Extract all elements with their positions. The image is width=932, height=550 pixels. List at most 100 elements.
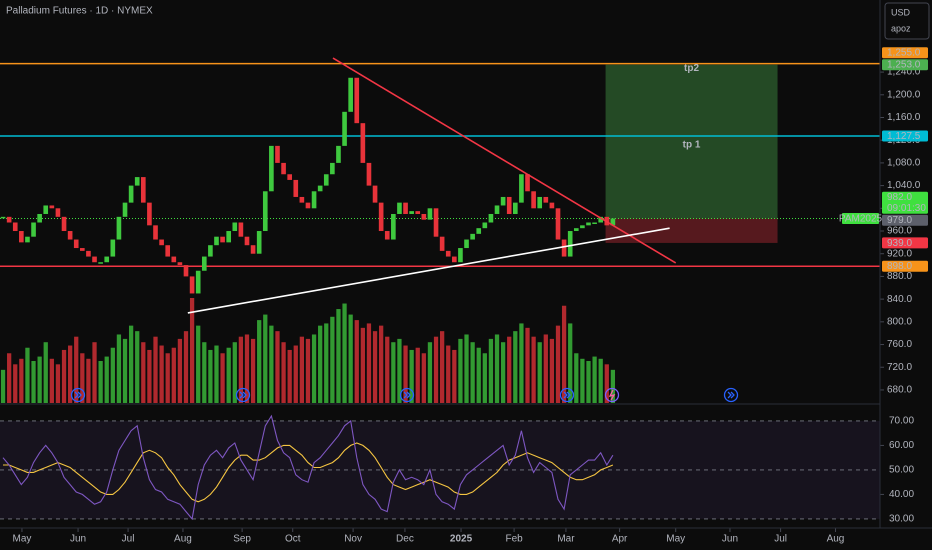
candle bbox=[19, 231, 24, 243]
volume-bar bbox=[586, 361, 591, 403]
rsi-tick-label: 50.00 bbox=[889, 465, 914, 476]
candle bbox=[482, 222, 488, 229]
rsi-tick-label: 70.00 bbox=[889, 416, 914, 427]
trend-line bbox=[187, 227, 670, 314]
event-icon-glyph bbox=[242, 391, 247, 399]
volume-bar bbox=[25, 347, 30, 403]
rsi-tick-label: 30.00 bbox=[889, 514, 914, 525]
volume-bar bbox=[43, 342, 48, 403]
volume-bar bbox=[488, 338, 494, 403]
y-tick-label: 880.0 bbox=[887, 271, 912, 282]
price-tag bbox=[882, 191, 928, 214]
volume-bar bbox=[537, 342, 542, 403]
event-icon[interactable] bbox=[604, 387, 620, 403]
y-tick-label: 760.0 bbox=[887, 339, 912, 350]
candle bbox=[281, 162, 286, 175]
event-icon[interactable] bbox=[559, 387, 575, 403]
candle bbox=[580, 225, 585, 229]
candle bbox=[159, 239, 164, 246]
price-tag bbox=[882, 260, 928, 272]
candle bbox=[348, 77, 353, 112]
volume-bar bbox=[464, 334, 469, 403]
volume-bar bbox=[610, 369, 616, 403]
y-tick-label: 1,080.0 bbox=[887, 158, 921, 169]
volume-bar bbox=[49, 358, 54, 403]
event-icon-glyph bbox=[608, 389, 616, 401]
x-tick-label: Jun bbox=[722, 534, 738, 545]
candle bbox=[43, 205, 49, 214]
y-tick-label: 1,040.0 bbox=[887, 180, 921, 191]
candle bbox=[305, 202, 311, 209]
event-icon-glyph bbox=[403, 391, 408, 399]
volume-bar bbox=[592, 356, 597, 403]
volume-bar bbox=[330, 316, 335, 403]
volume-bar bbox=[122, 338, 128, 403]
candle bbox=[586, 222, 591, 226]
x-tick-label: Jul bbox=[774, 534, 787, 545]
volume-bar bbox=[287, 349, 292, 403]
candle bbox=[171, 256, 177, 263]
volume-bar bbox=[214, 345, 219, 403]
volume-bar bbox=[92, 342, 97, 403]
volume-bar bbox=[171, 347, 176, 403]
candle bbox=[458, 248, 463, 263]
volume-bar bbox=[543, 334, 548, 403]
event-icon[interactable] bbox=[235, 387, 251, 403]
candle bbox=[336, 145, 341, 163]
volume-bar bbox=[232, 342, 237, 403]
candle bbox=[299, 196, 305, 203]
event-icon[interactable] bbox=[723, 387, 739, 403]
volume-bar bbox=[104, 356, 109, 403]
candle bbox=[195, 270, 201, 294]
candle bbox=[80, 248, 85, 251]
candle bbox=[330, 162, 335, 175]
candle bbox=[342, 111, 347, 146]
candle bbox=[433, 208, 439, 237]
candle bbox=[464, 239, 469, 249]
volume-bar bbox=[519, 323, 524, 403]
volume-bar bbox=[366, 323, 372, 403]
candle bbox=[573, 228, 579, 232]
candle bbox=[269, 145, 274, 192]
volume-bar bbox=[238, 336, 244, 403]
volume-bar bbox=[348, 314, 353, 403]
event-icon-glyph bbox=[74, 391, 79, 399]
candle bbox=[427, 208, 433, 220]
candle bbox=[238, 222, 244, 237]
volume-bar bbox=[128, 325, 134, 403]
volume-bar bbox=[177, 338, 183, 403]
candle bbox=[6, 216, 12, 223]
volume-bar bbox=[354, 320, 359, 403]
volume-bar bbox=[452, 349, 457, 403]
x-tick-label: Nov bbox=[344, 534, 362, 545]
volume-bar bbox=[470, 342, 475, 403]
candle bbox=[512, 202, 518, 214]
volume-bar bbox=[220, 353, 225, 403]
event-icon[interactable] bbox=[399, 387, 415, 403]
event-icon[interactable] bbox=[70, 387, 86, 403]
volume-bar bbox=[391, 342, 396, 403]
price-tag-label: 979.0 bbox=[887, 215, 912, 226]
candle bbox=[323, 174, 329, 186]
candle bbox=[476, 228, 482, 234]
candle bbox=[549, 202, 555, 209]
event-icon-glyph bbox=[566, 391, 571, 399]
volume-bar bbox=[257, 320, 262, 403]
candle bbox=[354, 77, 360, 124]
volume-bar bbox=[372, 331, 378, 403]
x-tick-label: Aug bbox=[827, 534, 845, 545]
candle bbox=[567, 231, 573, 257]
currency-box[interactable] bbox=[884, 2, 930, 40]
volume-bar bbox=[153, 336, 158, 403]
symbol-tag bbox=[842, 213, 879, 225]
candle bbox=[409, 211, 414, 214]
candle bbox=[140, 177, 146, 203]
volume-bar bbox=[549, 338, 555, 403]
price-tag bbox=[882, 130, 928, 142]
y-tick-label: 720.0 bbox=[887, 362, 912, 373]
candle bbox=[519, 174, 524, 203]
candle bbox=[256, 231, 262, 254]
candle bbox=[189, 276, 195, 294]
volume-bar bbox=[55, 364, 61, 403]
